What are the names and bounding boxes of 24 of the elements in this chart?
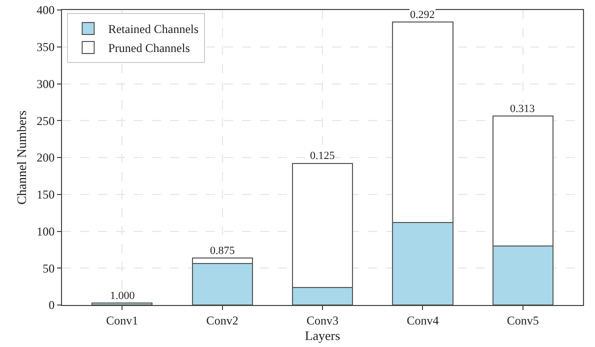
y-tick-label: 400 [36, 3, 55, 18]
y-tick-label: 0 [48, 298, 55, 312]
y-tick-label: 300 [36, 76, 55, 91]
annotation: 0.125 [310, 150, 336, 162]
x-tick-label: Conv4 [406, 313, 439, 328]
x-tick-label: Conv5 [506, 313, 539, 328]
annotation: 1.000 [110, 290, 136, 302]
y-tick-label: 250 [36, 114, 55, 128]
y-tick-label: 50 [42, 261, 55, 276]
annotation: 0.292 [410, 9, 435, 21]
y-tick-label: 350 [36, 40, 55, 54]
annotation: 0.313 [510, 103, 536, 115]
x-axis-title: Layers [304, 328, 340, 343]
y-tick-label: 200 [36, 150, 55, 165]
y-tick-label: 150 [36, 188, 55, 202]
legend-label: Retained Channels [108, 22, 199, 36]
annotation: 0.875 [210, 245, 236, 257]
legend-label: Pruned Channels [108, 41, 190, 56]
bar [92, 302, 153, 305]
y-axis-title: Channel Numbers [14, 110, 29, 205]
y-tick-label: 100 [36, 224, 55, 238]
x-tick-label: Conv1 [106, 313, 138, 328]
x-tick-label: Conv3 [306, 313, 339, 328]
x-tick-label: Conv2 [206, 313, 238, 328]
